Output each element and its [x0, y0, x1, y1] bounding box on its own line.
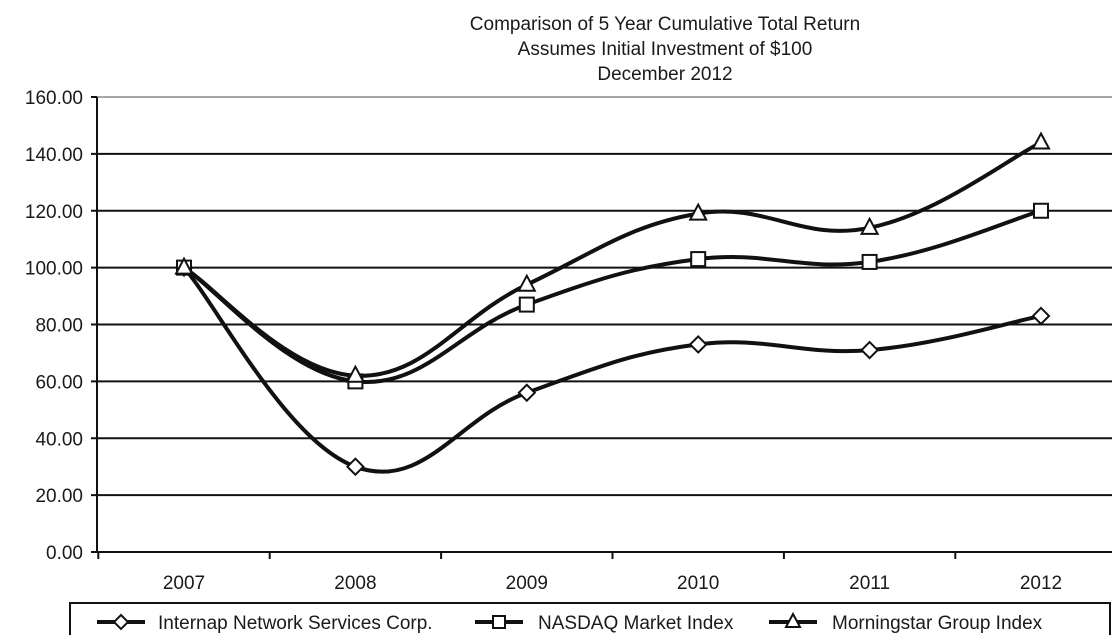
y-tick-label: 80.00 — [35, 316, 83, 337]
x-tick-label: 2009 — [506, 573, 548, 594]
y-tick-label: 120.00 — [25, 202, 83, 223]
x-tick-label: 2012 — [1020, 573, 1062, 594]
triangle-marker — [1033, 134, 1049, 149]
series-markers — [176, 134, 1049, 475]
x-axis-ticks: 2007 2008 2009 2010 2011 2012 — [98, 552, 1062, 594]
chart-title: Comparison of 5 Year Cumulative Total Re… — [470, 14, 860, 85]
y-tick-label: 60.00 — [35, 372, 83, 393]
y-tick-label: 20.00 — [35, 486, 83, 507]
chart-title-line-2: Assumes Initial Investment of $100 — [518, 39, 813, 60]
series-lines — [184, 143, 1041, 472]
legend-label: NASDAQ Market Index — [538, 613, 734, 634]
y-tick-label: 160.00 — [25, 88, 83, 109]
diamond-marker — [519, 385, 535, 401]
series-line-square — [184, 211, 1041, 382]
y-tick-label: 40.00 — [35, 429, 83, 450]
gridlines — [97, 97, 1112, 495]
y-axis-ticks: 0.00 20.00 40.00 60.00 80.00 100.00 120.00 140.… — [25, 88, 97, 564]
square-marker — [863, 255, 877, 269]
square-marker — [520, 298, 534, 312]
legend: Internap Network Services Corp. NASDAQ Ma… — [70, 603, 1110, 635]
square-marker — [691, 252, 705, 266]
chart-title-line-1: Comparison of 5 Year Cumulative Total Re… — [470, 14, 860, 35]
y-tick-label: 100.00 — [25, 259, 83, 280]
x-tick-label: 2011 — [849, 573, 890, 594]
x-tick-label: 2008 — [334, 573, 376, 594]
diamond-marker — [862, 342, 878, 358]
diamond-marker — [347, 459, 363, 475]
x-tick-label: 2010 — [677, 573, 719, 594]
series-line-triangle — [184, 143, 1041, 376]
y-tick-label: 140.00 — [25, 145, 83, 166]
square-marker — [493, 616, 505, 628]
diamond-marker — [690, 336, 706, 352]
chart-title-line-3: December 2012 — [597, 64, 732, 85]
legend-label: Morningstar Group Index — [832, 613, 1043, 634]
y-tick-label: 0.00 — [46, 543, 83, 564]
square-marker — [1034, 204, 1048, 218]
legend-label: Internap Network Services Corp. — [158, 613, 433, 634]
x-tick-label: 2007 — [163, 573, 205, 594]
diamond-marker — [1033, 308, 1049, 324]
